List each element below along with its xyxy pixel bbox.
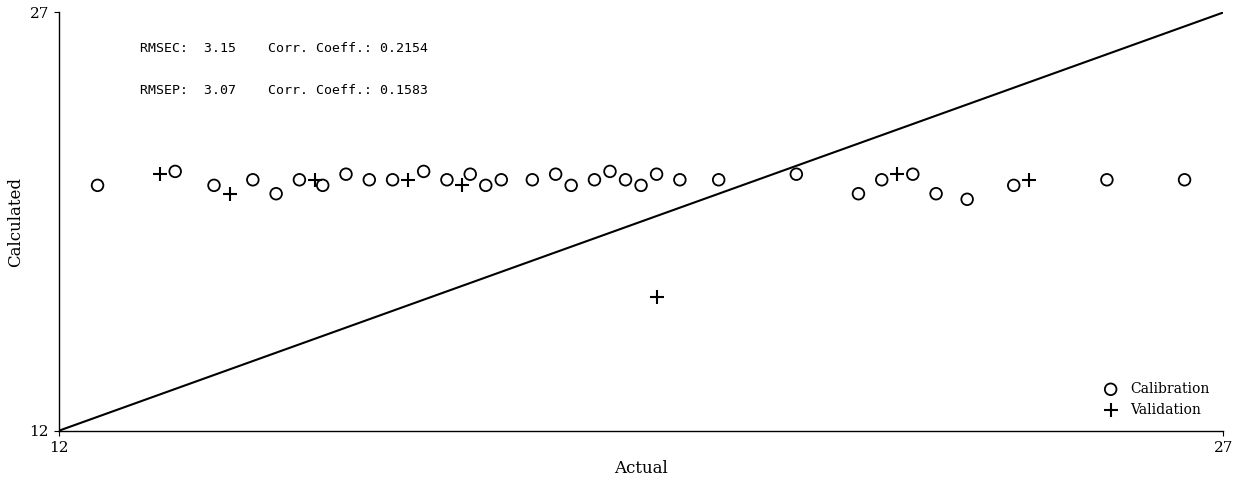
Calibration [205,182,224,189]
Calibration [848,190,868,197]
Calibration [926,190,946,197]
Validation [453,182,472,189]
Calibration [1004,182,1024,189]
Calibration [476,182,496,189]
Calibration [646,170,666,178]
Validation [150,170,170,178]
Calibration [414,167,434,175]
Legend: Calibration, Validation: Calibration, Validation [1090,375,1216,424]
Calibration [709,176,729,183]
Calibration [670,176,689,183]
Calibration [600,167,620,175]
Validation [1019,176,1039,183]
Calibration [522,176,542,183]
Calibration [584,176,604,183]
Calibration [903,170,923,178]
Calibration [1097,176,1117,183]
Calibration [957,196,977,203]
Calibration [460,170,480,178]
Validation [219,190,239,197]
Calibration [383,176,403,183]
Calibration [631,182,651,189]
Calibration [360,176,379,183]
Calibration [312,182,332,189]
Calibration [491,176,511,183]
Validation [646,293,666,301]
Calibration [88,182,108,189]
Calibration [786,170,806,178]
Text: RMSEP:  3.07    Corr. Coeff.: 0.1583: RMSEP: 3.07 Corr. Coeff.: 0.1583 [140,84,428,97]
Calibration [243,176,263,183]
Calibration [562,182,582,189]
Validation [305,176,325,183]
Text: RMSEC:  3.15    Corr. Coeff.: 0.2154: RMSEC: 3.15 Corr. Coeff.: 0.2154 [140,42,428,55]
Calibration [872,176,892,183]
X-axis label: Actual: Actual [614,460,668,477]
Calibration [165,167,185,175]
Calibration [748,449,768,457]
Calibration [267,190,286,197]
Y-axis label: Calculated: Calculated [7,177,24,267]
Calibration [289,176,309,183]
Calibration [336,170,356,178]
Calibration [436,176,456,183]
Calibration [615,176,635,183]
Validation [888,170,908,178]
Validation [398,176,418,183]
Calibration [546,170,565,178]
Calibration [1174,176,1194,183]
